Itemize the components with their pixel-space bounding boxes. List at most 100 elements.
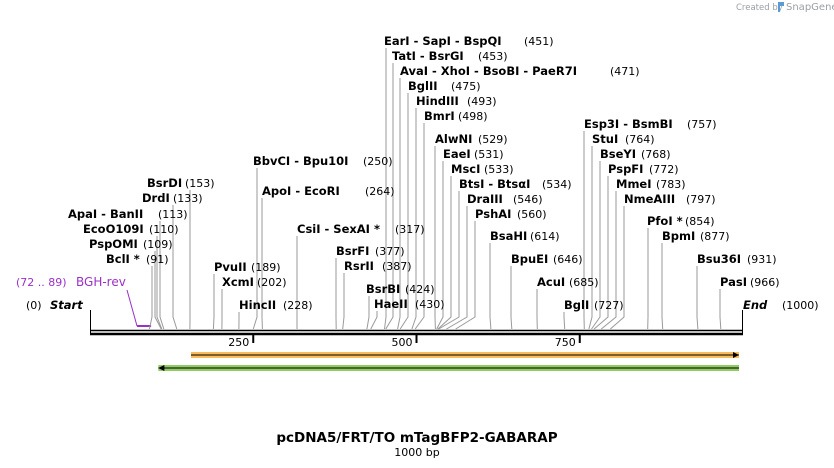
site-pos-hincii: (228) bbox=[283, 299, 313, 312]
site-pos-bsu36i: (931) bbox=[747, 253, 777, 266]
site-leader-btsi-bts-i bbox=[438, 191, 460, 330]
site-name-bseyi: BseYI bbox=[600, 147, 636, 161]
site-pos-draiii: (546) bbox=[513, 193, 543, 206]
site-pos-hindiii: (493) bbox=[467, 95, 497, 108]
site-pos-pvuii: (189) bbox=[251, 261, 281, 274]
green-arrow bbox=[158, 365, 740, 371]
site-pos-apoi-ecori: (264) bbox=[365, 185, 395, 198]
site-pos-pshai: (560) bbox=[517, 208, 547, 221]
start-pos: (0) bbox=[26, 299, 42, 312]
site-pos-nmeaiii: (797) bbox=[686, 193, 716, 206]
site-leader-bpuei bbox=[510, 266, 513, 330]
start-label: Start bbox=[50, 298, 83, 312]
site-pos-bpmi: (877) bbox=[700, 230, 730, 243]
site-pos-apai-banii: (113) bbox=[158, 208, 188, 221]
site-name-draiii: DraIII bbox=[467, 192, 503, 206]
brand-name: SnapGene bbox=[786, 2, 834, 13]
site-pos-avai-xhoi-bsobi-paer7i: (471) bbox=[610, 65, 640, 78]
site-leader-haeii bbox=[370, 311, 378, 330]
site-pos-haeii: (430) bbox=[415, 298, 445, 311]
site-leader-apai-banii bbox=[159, 221, 165, 330]
site-leader-tati-bsrgi bbox=[385, 63, 394, 330]
orange-arrow bbox=[191, 352, 739, 358]
site-name-bgli: BglI bbox=[564, 298, 589, 312]
map-subtitle: 1000 bp bbox=[394, 446, 439, 459]
tick-label-250: 250 bbox=[228, 336, 249, 349]
site-pos-msci: (533) bbox=[484, 163, 514, 176]
site-pos-rsrii: (387) bbox=[382, 260, 412, 273]
site-pos-pfoi: (854) bbox=[685, 215, 715, 228]
site-pos-eari-sapi-bspqi: (451) bbox=[524, 35, 554, 48]
site-name-xcmi: XcmI bbox=[222, 275, 254, 289]
site-name-msci: MscI bbox=[451, 162, 480, 176]
site-labels: BclI * (91) PspOMI (109) EcoO109I (110) ApaI -… bbox=[68, 34, 780, 312]
site-leader-mmei bbox=[600, 191, 617, 330]
site-name-acui: AcuI bbox=[537, 275, 565, 289]
site-name-alwni: AlwNI bbox=[435, 132, 472, 146]
site-leader-pspfi bbox=[593, 176, 609, 330]
site-leader-eaei bbox=[436, 161, 444, 330]
site-leader-bgli bbox=[563, 312, 566, 330]
site-pos-eaei: (531) bbox=[474, 148, 504, 161]
site-leader-pshai bbox=[455, 221, 476, 330]
tick-label-500: 500 bbox=[392, 336, 413, 349]
tick-label-750: 750 bbox=[555, 336, 576, 349]
site-name-bsrfi: BsrFI bbox=[336, 244, 369, 258]
site-leader-bglii bbox=[399, 93, 409, 330]
site-leader-bcli bbox=[148, 266, 153, 330]
site-name-bpmi: BpmI bbox=[662, 229, 695, 243]
site-name-bbvci-bpu10i: BbvCI - Bpu10I bbox=[253, 154, 348, 168]
site-leader-bmri bbox=[414, 123, 425, 330]
site-leader-bpmi bbox=[661, 243, 664, 330]
site-name-hindiii: HindIII bbox=[416, 94, 459, 108]
site-leader-pvuii bbox=[212, 274, 215, 330]
site-pos-csii-sexai: (317) bbox=[395, 223, 425, 236]
site-pos-bgli: (727) bbox=[594, 299, 624, 312]
site-pos-xcmi: (202) bbox=[257, 276, 287, 289]
site-name-esp3i-bsmbi: Esp3I - BsmBI bbox=[584, 117, 673, 131]
site-pos-acui: (685) bbox=[569, 276, 599, 289]
site-pos-bsrfi: (377) bbox=[375, 245, 405, 258]
site-leader-pasi bbox=[719, 289, 722, 330]
site-leader-nmeaiii bbox=[610, 206, 625, 330]
site-name-bglii: BglII bbox=[408, 79, 438, 93]
site-name-bsu36i: Bsu36I bbox=[697, 252, 741, 266]
site-pos-bseyi: (768) bbox=[641, 148, 671, 161]
site-name-drdi: DrdI bbox=[142, 191, 170, 205]
site-leader-bsahi bbox=[489, 243, 492, 330]
site-name-pfoi: PfoI * bbox=[647, 214, 683, 228]
site-leader-drdi bbox=[172, 205, 178, 330]
feature-bars bbox=[158, 352, 740, 371]
feature-leader bbox=[126, 289, 138, 327]
site-name-hincii: HincII bbox=[239, 298, 276, 312]
scale-ticks: 250 500 750 bbox=[228, 335, 581, 349]
map-title: pcDNA5/FRT/TO mTagBFP2-GABARAP bbox=[276, 430, 557, 446]
site-pos-mmei: (783) bbox=[656, 178, 686, 191]
site-leader-bsrbi bbox=[366, 296, 370, 330]
site-name-pvuii: PvuII bbox=[214, 260, 247, 274]
site-pos-tati-bsrgi: (453) bbox=[478, 50, 508, 63]
end-pos: (1000) bbox=[782, 299, 819, 312]
site-leader-bbvci-bpu10i bbox=[252, 168, 258, 330]
site-pos-bcli: (91) bbox=[146, 253, 169, 266]
site-name-ecoo109i: EcoO109I bbox=[83, 222, 144, 236]
site-pos-bbvci-bpu10i: (250) bbox=[363, 155, 393, 168]
site-pos-ecoo109i: (110) bbox=[149, 223, 179, 236]
site-name-bsrdi: BsrDI bbox=[147, 176, 182, 190]
site-name-rsrii: RsrII bbox=[344, 259, 374, 273]
site-pos-stui: (764) bbox=[625, 133, 655, 146]
site-pos-pspomi: (109) bbox=[143, 238, 173, 251]
site-name-bmri: BmrI bbox=[424, 109, 455, 123]
site-leader-pspomi bbox=[154, 251, 162, 330]
site-leader-draiii bbox=[446, 206, 468, 330]
site-name-haeii: HaeII bbox=[374, 297, 408, 311]
site-name-nmeaiii: NmeAIII bbox=[624, 192, 675, 206]
site-leader-msci bbox=[437, 176, 452, 330]
site-name-bsahi: BsaHI bbox=[490, 229, 527, 243]
site-pos-bpuei: (646) bbox=[553, 253, 583, 266]
site-name-eaei: EaeI bbox=[443, 147, 471, 161]
site-leader-hindiii bbox=[411, 108, 417, 330]
site-name-tati-bsrgi: TatI - BsrGI bbox=[392, 49, 464, 63]
site-pos-bglii: (475) bbox=[451, 80, 481, 93]
